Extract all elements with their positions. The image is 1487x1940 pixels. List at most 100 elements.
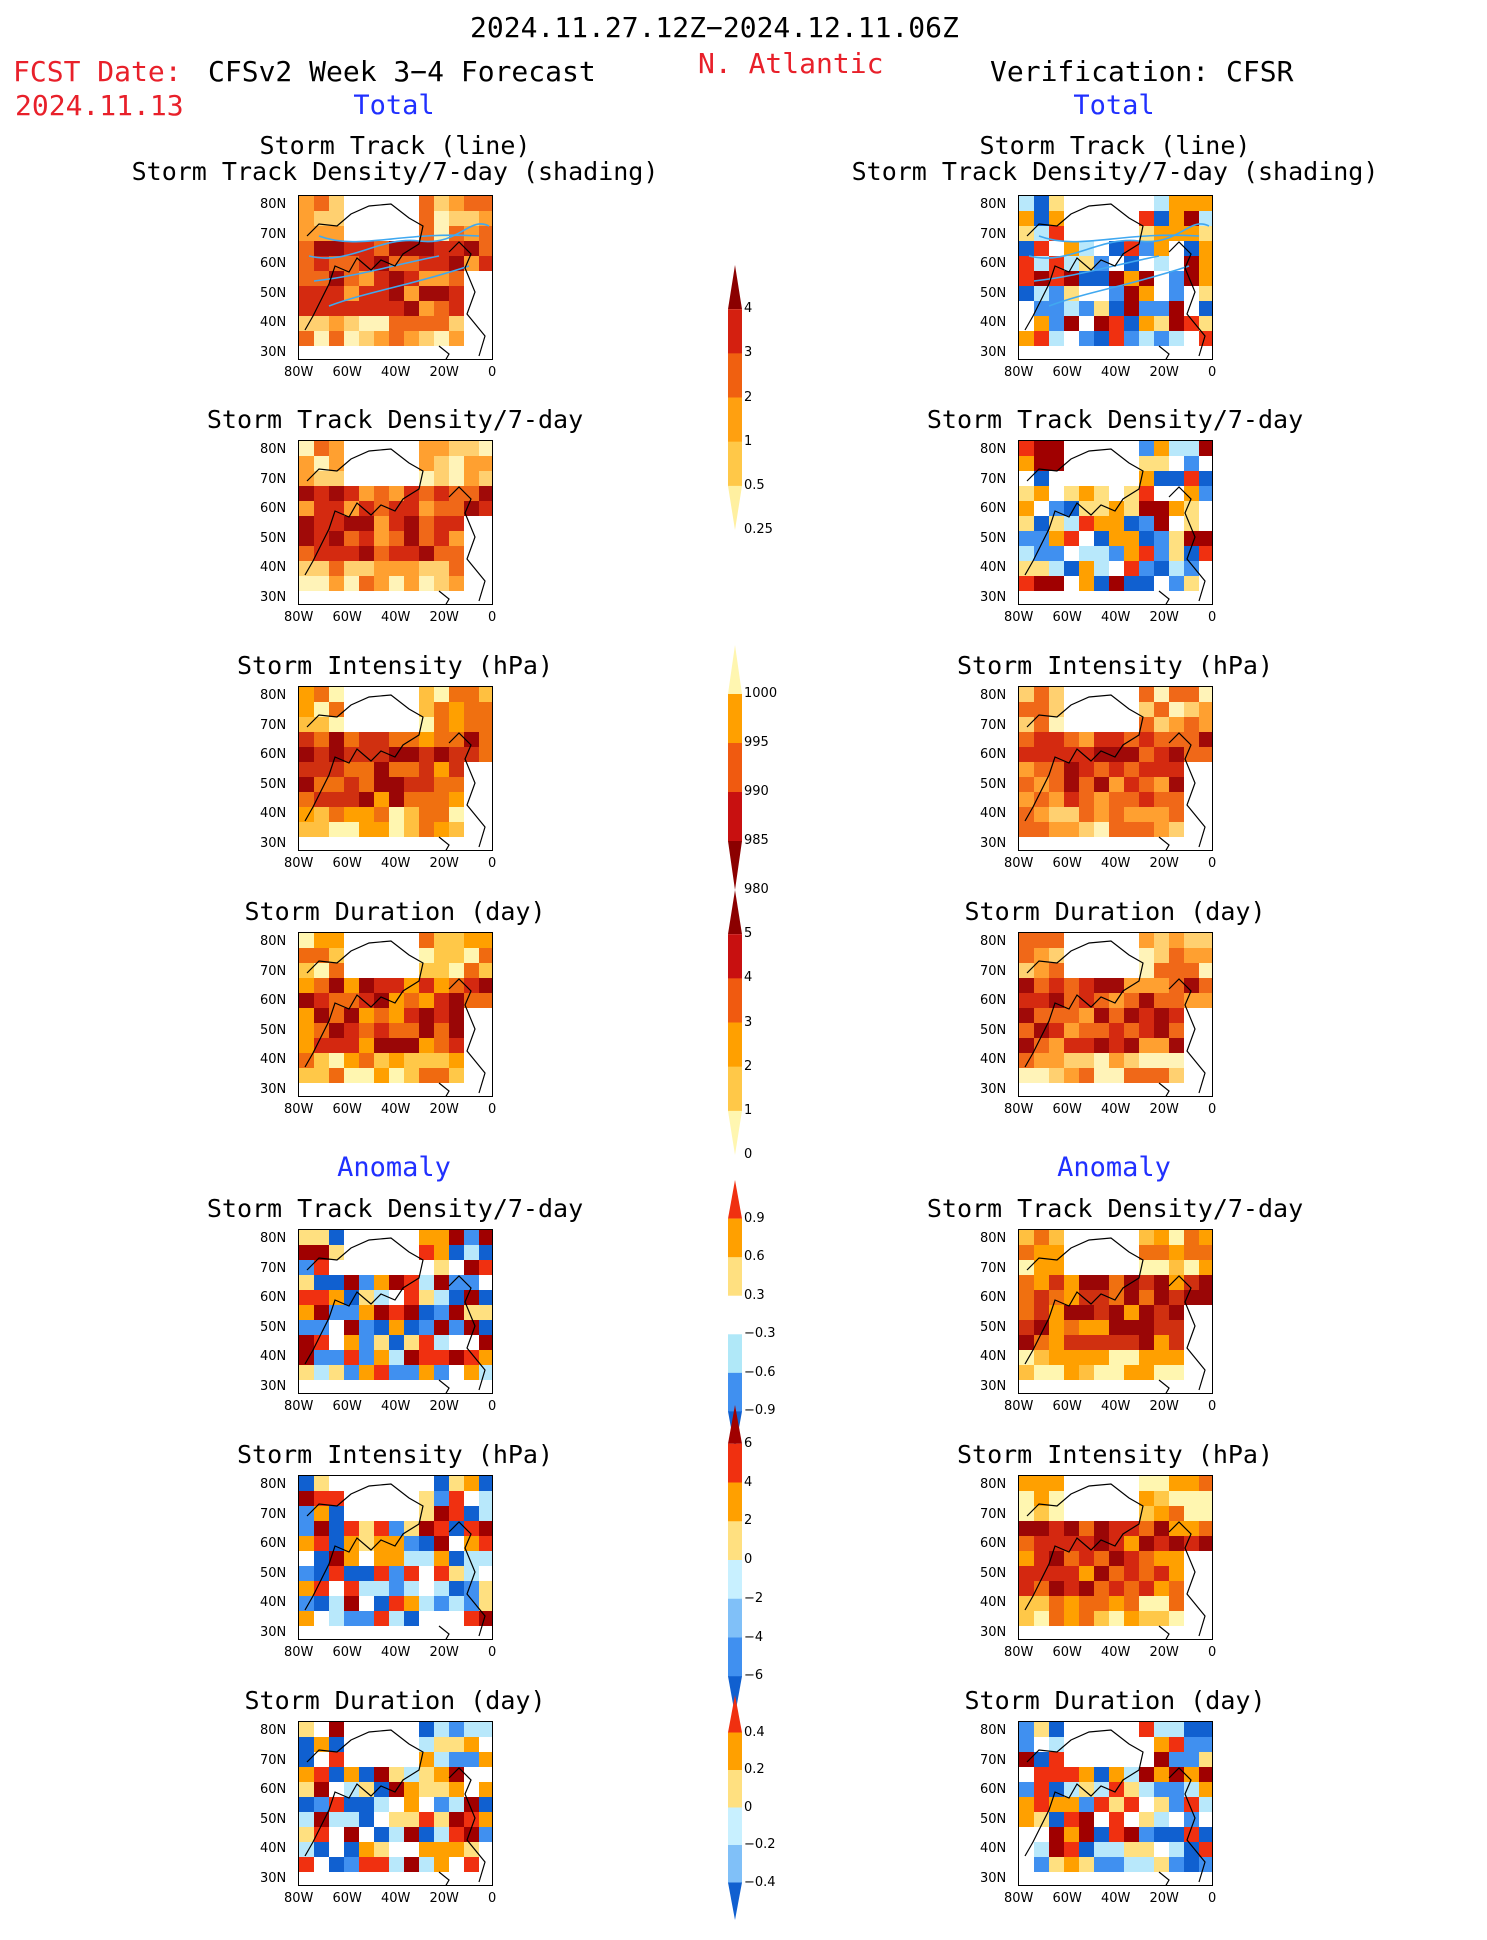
grid-cell — [464, 1596, 480, 1612]
grid-cell — [419, 1491, 435, 1507]
grid-cell — [449, 1812, 465, 1828]
grid-cell — [1094, 993, 1110, 1009]
grid-cell — [1064, 1008, 1080, 1024]
lat-tick-label: 40N — [980, 1595, 1007, 1610]
grid-cell — [1079, 1521, 1095, 1537]
grid-cell — [344, 226, 360, 242]
grid-cell — [1109, 1365, 1125, 1381]
grid-cell — [389, 316, 405, 332]
grid-cell — [1154, 196, 1170, 212]
grid-cell — [344, 837, 360, 850]
grid-cell — [434, 1782, 450, 1798]
grid-cell — [449, 1737, 465, 1753]
lon-tick-label: 20W — [1149, 856, 1179, 871]
grid-cell — [389, 531, 405, 547]
grid-cell — [389, 1812, 405, 1828]
grid-cell — [1184, 1365, 1200, 1381]
grid-cell — [419, 1566, 435, 1582]
grid-cell — [1199, 1290, 1212, 1306]
grid-cell — [1154, 316, 1170, 332]
map-forecast-total-intensity — [298, 686, 493, 851]
lat-tick-label: 70N — [980, 1260, 1007, 1276]
grid-cell — [1049, 1350, 1065, 1366]
grid-cell — [1124, 1068, 1140, 1084]
grid-cell — [389, 963, 405, 979]
grid-cell — [329, 1083, 345, 1096]
grid-cell — [1094, 807, 1110, 823]
lon-tick-label: 40W — [1101, 365, 1131, 380]
grid-cell — [1049, 747, 1065, 763]
grid-cell — [1154, 822, 1170, 838]
grid-cell — [1109, 792, 1125, 808]
grid-cell — [344, 732, 360, 748]
grid-cell — [479, 256, 492, 272]
grid-cell — [1079, 1068, 1095, 1084]
colorbar-segment — [728, 1521, 742, 1561]
grid-cell — [374, 1506, 390, 1522]
grid-cell — [1049, 1521, 1065, 1537]
grid-cell — [1049, 486, 1065, 502]
grid-cell — [314, 1737, 330, 1753]
grid-cell — [404, 561, 420, 577]
grid-cell — [1169, 1260, 1185, 1276]
grid-cell — [1154, 1038, 1170, 1054]
grid-cell — [1169, 346, 1185, 359]
grid-cell — [329, 1068, 345, 1084]
grid-cell — [314, 271, 330, 287]
grid-cell — [479, 1752, 492, 1768]
grid-cell — [1094, 1083, 1110, 1096]
grid-cell — [1124, 1335, 1140, 1351]
grid-cell — [434, 1230, 450, 1246]
grid-cell — [1034, 471, 1050, 487]
grid-cell — [1019, 331, 1035, 347]
grid-cell — [464, 1476, 480, 1492]
grid-cell — [1154, 1230, 1170, 1246]
lat-tick-label: 80N — [980, 688, 1007, 703]
grid-cell — [344, 1581, 360, 1597]
grid-cell — [1199, 501, 1212, 517]
grid-cell — [1034, 1260, 1050, 1276]
grid-cell — [1169, 1752, 1185, 1768]
grid-cell — [1139, 1053, 1155, 1069]
grid-cell — [1169, 1596, 1185, 1612]
grid-cell — [464, 456, 480, 472]
lat-tick-label: 30N — [260, 1081, 287, 1097]
grid-cell — [344, 1521, 360, 1537]
grid-cell — [449, 822, 465, 838]
grid-cell — [344, 1365, 360, 1381]
grid-cell — [449, 1767, 465, 1783]
grid-cell — [464, 1812, 480, 1828]
grid-cell — [1169, 1551, 1185, 1567]
grid-cell — [1064, 1053, 1080, 1069]
grid-cell — [359, 1872, 375, 1885]
grid-cell — [329, 271, 345, 287]
grid-cell — [1109, 1506, 1125, 1522]
grid-cell — [1184, 1842, 1200, 1858]
grid-cell — [1139, 1305, 1155, 1321]
grid-cell — [479, 1566, 492, 1582]
grid-cell — [1154, 1491, 1170, 1507]
grid-cell — [1124, 346, 1140, 359]
grid-cell — [1064, 948, 1080, 964]
grid-cell — [329, 1230, 345, 1246]
colorbar-segment — [728, 1405, 742, 1444]
colorbar-segment — [728, 1695, 742, 1733]
grid-cell — [1169, 687, 1185, 703]
grid-cell — [329, 1596, 345, 1612]
grid-cell — [299, 1626, 315, 1639]
colorbar-label: 0.3 — [744, 1287, 765, 1303]
grid-cell — [1109, 687, 1125, 703]
grid-cell — [479, 1767, 492, 1783]
grid-cell — [389, 196, 405, 212]
lon-tick-label: 20W — [429, 610, 459, 625]
grid-cell — [1109, 301, 1125, 317]
grid-cell — [1184, 1812, 1200, 1828]
grid-cell — [1034, 316, 1050, 332]
grid-cell — [1139, 1797, 1155, 1813]
grid-cell — [1079, 516, 1095, 532]
lon-tick-label: 40W — [381, 365, 411, 380]
grid-cell — [1199, 591, 1212, 604]
grid-cell — [1109, 441, 1125, 457]
grid-cell — [1079, 1245, 1095, 1261]
grid-cell — [389, 837, 405, 850]
